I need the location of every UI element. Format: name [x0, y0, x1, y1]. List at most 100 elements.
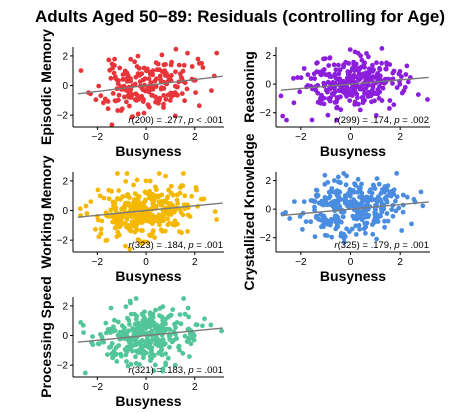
data-point — [327, 194, 333, 199]
data-point — [212, 209, 218, 215]
data-point — [112, 200, 118, 206]
data-point — [355, 208, 361, 214]
data-point — [160, 200, 165, 206]
data-point — [108, 207, 114, 213]
data-point — [180, 212, 186, 218]
data-point — [108, 344, 114, 350]
data-point — [370, 83, 376, 89]
data-point — [118, 217, 124, 223]
data-point — [134, 198, 140, 204]
data-point — [120, 77, 126, 82]
x-tick-label: 2 — [192, 132, 198, 143]
data-point — [111, 70, 117, 76]
data-point — [214, 217, 220, 222]
data-point — [337, 88, 343, 93]
data-point — [382, 184, 388, 189]
data-points — [280, 171, 426, 245]
data-point — [164, 200, 170, 206]
data-point — [312, 76, 317, 81]
data-point — [112, 328, 118, 334]
data-point — [313, 214, 319, 220]
data-point — [377, 89, 383, 95]
data-point — [366, 212, 372, 218]
y-tick-label: 0 — [62, 206, 68, 217]
data-point — [332, 80, 338, 86]
x-axis-label: Busyness — [320, 268, 386, 284]
data-point — [334, 99, 339, 105]
data-point — [287, 216, 293, 221]
data-point — [93, 97, 99, 103]
data-point — [170, 307, 176, 312]
data-point — [150, 201, 156, 207]
data-point — [105, 352, 110, 357]
data-point — [338, 219, 344, 225]
data-point — [152, 235, 158, 240]
data-point — [140, 99, 146, 104]
data-point — [139, 330, 145, 336]
data-point — [177, 190, 183, 196]
data-point — [128, 87, 134, 92]
data-point — [147, 232, 153, 238]
data-point — [337, 79, 343, 85]
data-point — [137, 348, 143, 354]
data-point — [352, 181, 358, 187]
data-point — [103, 238, 109, 243]
data-point — [124, 214, 130, 220]
y-axis-label: Working Memory — [38, 155, 54, 269]
y-tick-label: 2 — [62, 176, 68, 187]
data-point — [145, 330, 151, 336]
data-point — [169, 94, 174, 100]
data-point — [336, 62, 341, 68]
data-point — [127, 298, 133, 304]
data-point — [360, 95, 366, 100]
data-point — [357, 226, 362, 232]
data-point — [115, 319, 121, 325]
data-point — [331, 62, 337, 68]
data-point — [116, 232, 122, 238]
data-point — [335, 193, 341, 199]
x-tick-label: 0 — [143, 382, 149, 393]
data-point — [343, 59, 349, 65]
data-point — [118, 222, 124, 228]
data-point — [399, 228, 405, 233]
y-tick-label: −2 — [57, 111, 69, 122]
data-point — [394, 85, 400, 90]
data-point — [399, 74, 404, 79]
data-point — [105, 99, 111, 104]
x-axis-label: Busyness — [115, 143, 181, 159]
regression-line — [77, 75, 223, 95]
data-point — [341, 197, 347, 203]
data-point — [344, 226, 349, 232]
data-point — [147, 195, 152, 201]
data-point — [280, 113, 286, 119]
data-point — [379, 46, 385, 51]
data-point — [149, 348, 154, 353]
data-point — [308, 219, 314, 225]
data-point — [331, 85, 336, 91]
correlation-annotation: r(200) = .277, p < .001 — [128, 115, 223, 126]
data-point — [364, 195, 370, 201]
data-point — [337, 190, 343, 195]
data-point — [337, 67, 343, 73]
data-point — [99, 218, 105, 224]
data-point — [187, 354, 192, 359]
data-point — [341, 235, 347, 241]
scatter-panel: −2 0 2 −2 0 2 Busyness Episodic Memory r(200) = … — [38, 29, 224, 159]
data-point — [420, 203, 426, 209]
data-point — [98, 231, 104, 237]
data-point — [131, 182, 137, 188]
data-point — [125, 192, 131, 197]
data-point — [312, 204, 317, 210]
data-point — [139, 325, 145, 331]
data-point — [118, 351, 124, 357]
data-point — [370, 222, 375, 228]
data-point — [167, 344, 172, 350]
data-point — [131, 342, 137, 348]
data-point — [355, 76, 361, 82]
data-point — [174, 84, 180, 90]
data-point — [113, 225, 118, 231]
data-point — [172, 113, 178, 119]
y-tick-label: −2 — [260, 233, 272, 244]
data-point — [149, 93, 155, 98]
x-tick-label: 2 — [192, 257, 198, 268]
